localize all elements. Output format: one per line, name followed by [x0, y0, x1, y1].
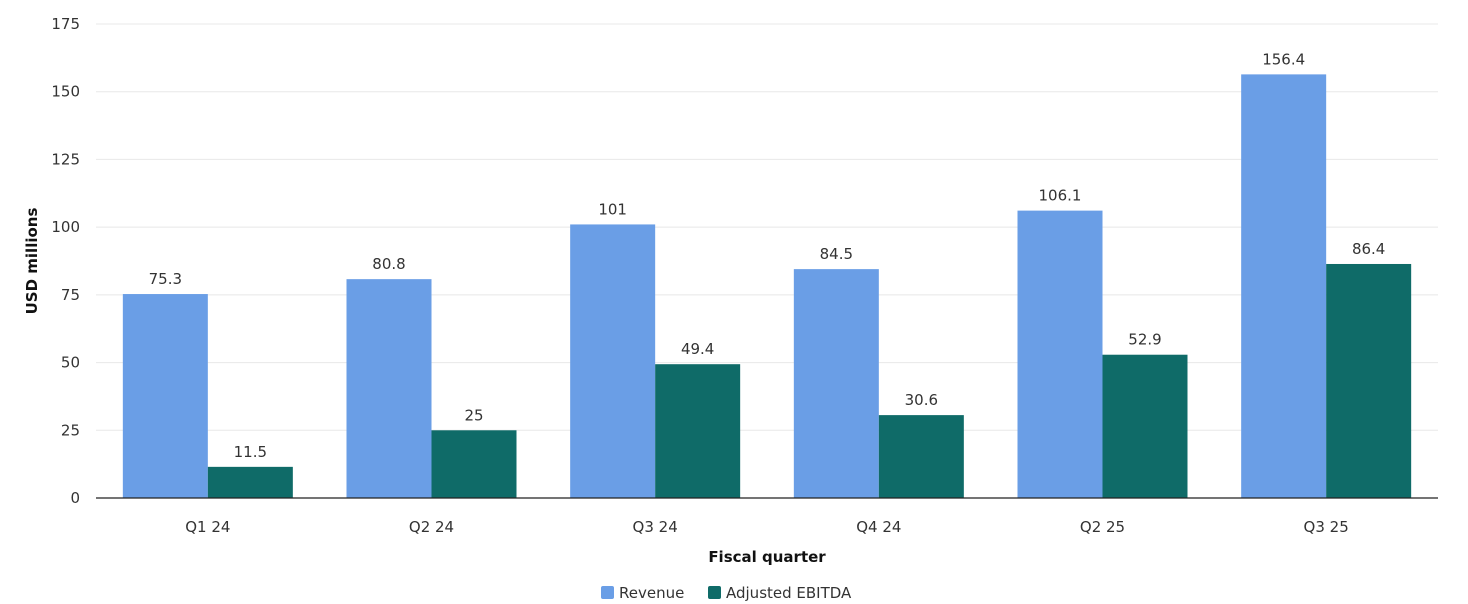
y-tick-label: 75 — [61, 286, 80, 304]
bar-revenue — [570, 224, 656, 499]
bar-revenue — [1017, 210, 1103, 498]
y-axis-ticks: 0 25 50 75 100 125 150 175 — [51, 15, 80, 507]
bar-adjusted-ebitda — [1102, 354, 1188, 498]
data-label: 11.5 — [234, 443, 267, 461]
bar-adjusted-ebitda — [431, 430, 517, 498]
legend-swatch — [708, 586, 721, 599]
bars — [122, 74, 1412, 499]
x-tick-label: Q1 24 — [185, 518, 230, 536]
bar-revenue — [122, 294, 208, 498]
legend-label: Adjusted EBITDA — [726, 584, 852, 602]
y-tick-label: 150 — [51, 83, 80, 101]
bar-adjusted-ebitda — [207, 466, 293, 498]
data-label: 49.4 — [681, 340, 714, 358]
y-tick-label: 100 — [51, 218, 80, 236]
x-axis-title: Fiscal quarter — [708, 548, 826, 566]
data-label: 86.4 — [1352, 240, 1385, 258]
bar-revenue — [793, 269, 879, 498]
legend-label: Revenue — [619, 584, 684, 602]
legend: Revenue Adjusted EBITDA — [601, 584, 852, 602]
data-label: 80.8 — [372, 255, 405, 273]
data-label: 156.4 — [1262, 50, 1305, 68]
legend-swatch — [601, 586, 614, 599]
bar-adjusted-ebitda — [655, 364, 741, 498]
y-tick-label: 0 — [70, 489, 80, 507]
x-axis-ticks: Q1 24 Q2 24 Q3 24 Q4 24 Q2 25 Q3 25 — [185, 518, 1349, 536]
data-label: 30.6 — [905, 391, 938, 409]
data-label: 25 — [464, 406, 483, 424]
x-tick-label: Q3 24 — [633, 518, 678, 536]
y-axis-title: USD millions — [23, 208, 41, 315]
data-label: 101 — [598, 200, 627, 218]
y-tick-label: 50 — [61, 354, 80, 372]
gridlines — [96, 23, 1438, 431]
bar-adjusted-ebitda — [878, 415, 964, 498]
y-tick-label: 175 — [51, 15, 80, 33]
x-tick-label: Q4 24 — [856, 518, 901, 536]
x-tick-label: Q2 25 — [1080, 518, 1125, 536]
y-tick-label: 125 — [51, 150, 80, 168]
data-labels: 75.3 11.5 80.8 25 101 49.4 84.5 30.6 106.1 52.9 15… — [149, 50, 1386, 460]
y-tick-label: 25 — [61, 421, 80, 439]
data-label: 106.1 — [1039, 187, 1082, 205]
data-label: 52.9 — [1128, 331, 1161, 349]
bar-adjusted-ebitda — [1326, 263, 1412, 498]
x-tick-label: Q2 24 — [409, 518, 454, 536]
data-label: 84.5 — [820, 245, 853, 263]
x-tick-label: Q3 25 — [1304, 518, 1349, 536]
data-label: 75.3 — [149, 270, 182, 288]
bar-revenue — [346, 279, 432, 498]
bar-revenue — [1241, 74, 1327, 498]
